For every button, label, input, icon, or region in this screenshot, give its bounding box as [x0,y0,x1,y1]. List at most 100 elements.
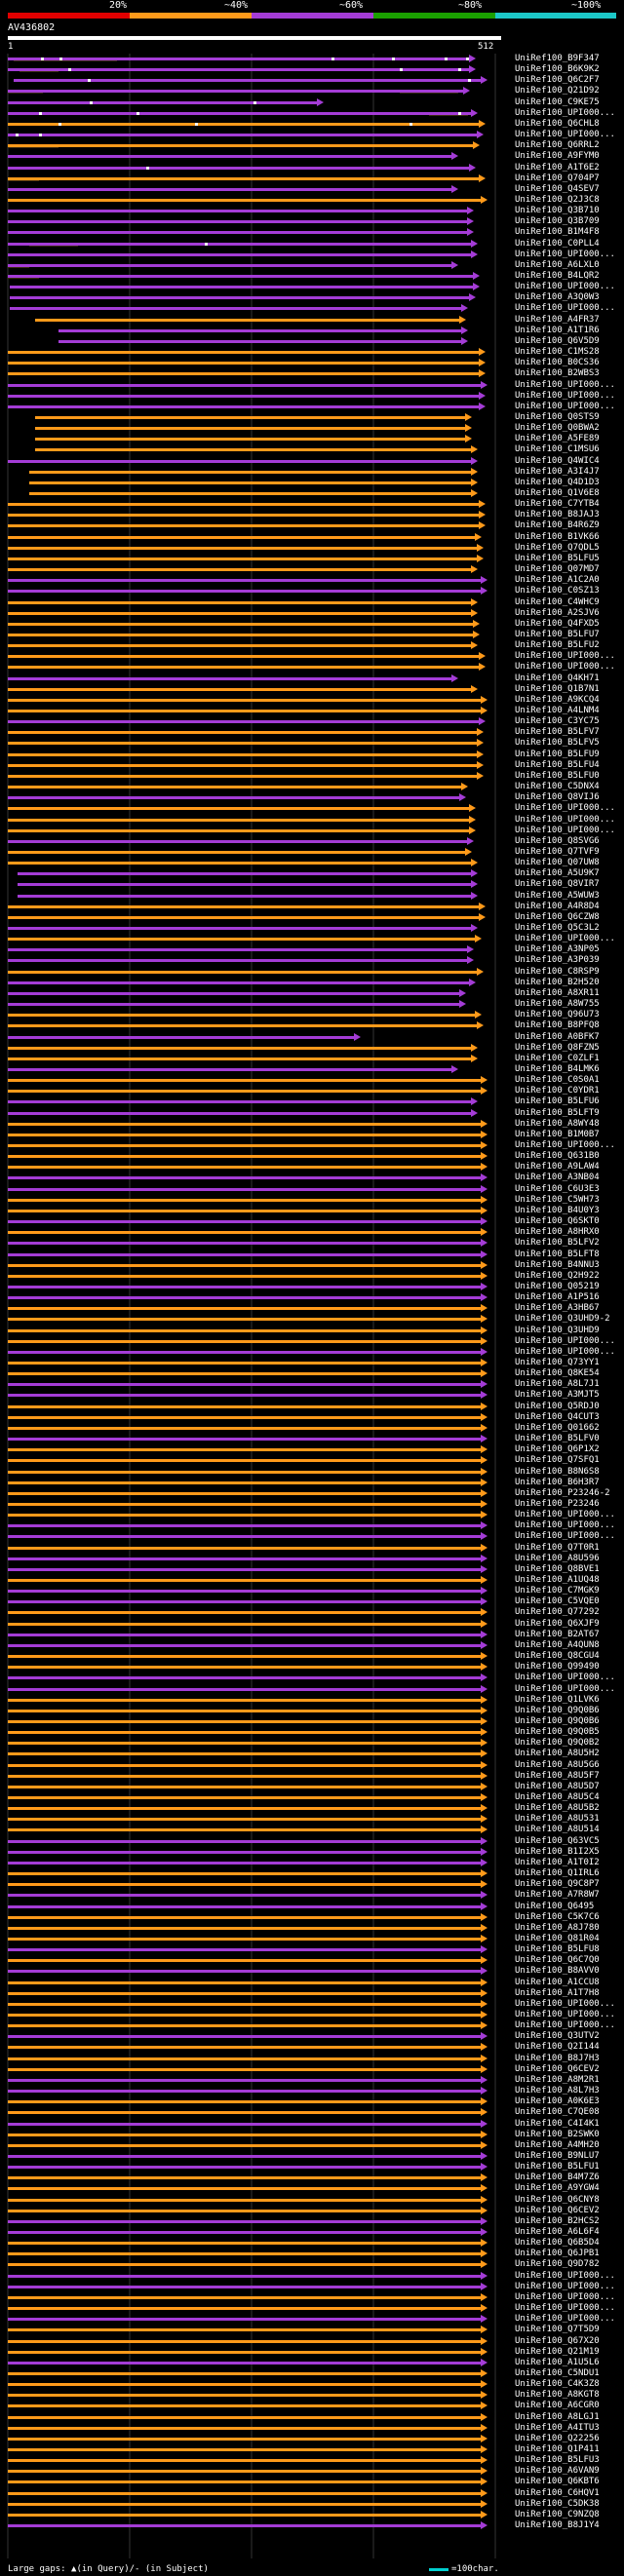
hit-bar[interactable] [8,944,474,955]
hit-bar[interactable] [8,640,478,651]
hit-bar[interactable] [8,173,486,184]
hit-row[interactable]: UniRef100_Q8KE54 [0,1368,624,1379]
hit-row[interactable]: UniRef100_Q8VIR7 [0,879,624,890]
hit-row[interactable]: UniRef100_C7YTB4 [0,499,624,510]
hit-bar[interactable] [8,586,488,596]
hit-row[interactable]: UniRef100_B5LFU6 [0,1096,624,1107]
hit-row[interactable]: UniRef100_Q3B709 [0,216,624,227]
hit-label-link[interactable]: UniRef100_UPI000... [515,1672,615,1683]
hit-label-link[interactable]: UniRef100_UPI000... [515,303,615,314]
hit-row[interactable]: UniRef100_UPI000... [0,1672,624,1683]
hit-row[interactable]: UniRef100_Q67X20 [0,2336,624,2347]
hit-bar[interactable] [8,1792,488,1803]
hit-label-link[interactable]: UniRef100_A8J780 [515,1922,600,1933]
hit-bar[interactable] [8,1858,488,1868]
hit-label-link[interactable]: UniRef100_UPI000... [515,1335,615,1346]
hit-row[interactable]: UniRef100_Q4FXD5 [0,619,624,630]
hit-label-link[interactable]: UniRef100_C4WHC9 [515,596,600,607]
hit-label-link[interactable]: UniRef100_A6LXL0 [515,259,600,270]
hit-label-link[interactable]: UniRef100_UPI000... [515,814,615,825]
hit-row[interactable]: UniRef100_Q6C2F7 [0,75,624,86]
hit-row[interactable]: UniRef100_A9YGW4 [0,2183,624,2194]
hit-row[interactable]: UniRef100_Q3UHD9-2 [0,1314,624,1325]
hit-label-link[interactable]: UniRef100_Q6CNY8 [515,2194,600,2205]
hit-bar[interactable] [8,2107,488,2118]
hit-bar[interactable] [8,1086,488,1096]
hit-label-link[interactable]: UniRef100_Q9Q0B2 [515,1738,600,1749]
hit-bar[interactable] [10,303,468,314]
hit-label-link[interactable]: UniRef100_C1MSU6 [515,444,600,455]
hit-bar[interactable] [8,2064,488,2075]
hit-bar[interactable] [8,1010,482,1020]
hit-row[interactable]: UniRef100_A3NP05 [0,944,624,955]
hit-bar[interactable] [8,2466,488,2477]
hit-bar[interactable] [8,2162,488,2172]
hit-label-link[interactable]: UniRef100_Q4CUT3 [515,1411,600,1422]
hit-label-link[interactable]: UniRef100_UPI000... [515,651,615,662]
hit-bar[interactable] [8,184,458,195]
hit-row[interactable]: UniRef100_B8J7H3 [0,2054,624,2064]
hit-bar[interactable] [8,2140,488,2151]
hit-row[interactable]: UniRef100_Q6B5D4 [0,2238,624,2249]
hit-label-link[interactable]: UniRef100_B4LQR2 [515,271,600,281]
hit-row[interactable]: UniRef100_C0SZ13 [0,586,624,596]
hit-label-link[interactable]: UniRef100_UPI000... [515,379,615,390]
hit-label-link[interactable]: UniRef100_A8U531 [515,1814,600,1825]
hit-bar[interactable] [8,1727,488,1738]
hit-label-link[interactable]: UniRef100_UPI000... [515,282,615,292]
hit-bar[interactable] [8,1868,488,1879]
hit-label-link[interactable]: UniRef100_B2HCS2 [515,2215,600,2226]
hit-label-link[interactable]: UniRef100_Q631B0 [515,1151,600,1162]
hit-bar[interactable] [8,1444,488,1455]
hit-bar[interactable] [8,858,478,868]
hit-row[interactable]: UniRef100_B5LFV7 [0,727,624,738]
hit-bar[interactable] [8,2412,488,2423]
hit-bar[interactable] [8,2238,488,2249]
hit-bar[interactable] [8,1140,488,1151]
hit-label-link[interactable]: UniRef100_B5LFU3 [515,2455,600,2466]
hit-label-link[interactable]: UniRef100_B6H3R7 [515,1477,600,1487]
hit-label-link[interactable]: UniRef100_Q7T0R1 [515,1542,600,1553]
hit-bar[interactable] [8,706,488,716]
hit-row[interactable]: UniRef100_A3P039 [0,955,624,966]
hit-row[interactable]: UniRef100_B8N6S8 [0,1467,624,1478]
hit-bar[interactable] [8,1271,488,1282]
hit-label-link[interactable]: UniRef100_Q3UHD9 [515,1325,600,1335]
hit-bar[interactable] [8,2054,488,2064]
hit-row[interactable]: UniRef100_A8U531 [0,1814,624,1825]
hit-bar[interactable] [8,2401,488,2411]
hit-label-link[interactable]: UniRef100_C0YDR1 [515,1086,600,1096]
hit-row[interactable]: UniRef100_B8JAJ3 [0,510,624,520]
hit-row[interactable]: UniRef100_UPI000... [0,108,624,119]
hit-label-link[interactable]: UniRef100_B8PFQ8 [515,1020,600,1031]
hit-bar[interactable] [8,2423,488,2434]
hit-label-link[interactable]: UniRef100_C9NZQ8 [515,2509,600,2519]
hit-bar[interactable] [8,597,478,608]
hit-row[interactable]: UniRef100_A2SJV6 [0,608,624,619]
hit-label-link[interactable]: UniRef100_Q0BWA2 [515,423,600,434]
hit-row[interactable]: UniRef100_Q9Q0B2 [0,1738,624,1749]
hit-row[interactable]: UniRef100_B8PFQ8 [0,1020,624,1031]
hit-row[interactable]: UniRef100_A8HRX0 [0,1227,624,1238]
hit-label-link[interactable]: UniRef100_A3MJT5 [515,1390,600,1401]
hit-row[interactable]: UniRef100_C3YC75 [0,716,624,727]
hit-bar[interactable] [8,1564,488,1575]
hit-bar[interactable] [8,673,458,684]
hit-label-link[interactable]: UniRef100_Q63VC5 [515,1835,600,1846]
hit-label-link[interactable]: UniRef100_C7YTB4 [515,499,600,510]
hit-label-link[interactable]: UniRef100_B4R6Z9 [515,520,600,531]
hit-label-link[interactable]: UniRef100_C5VQE0 [515,1596,600,1607]
hit-row[interactable]: UniRef100_B4NNU3 [0,1260,624,1271]
hit-row[interactable]: UniRef100_Q6C7Q0 [0,1955,624,1966]
hit-label-link[interactable]: UniRef100_UPI000... [515,1510,615,1520]
hit-bar[interactable] [8,1184,488,1195]
hit-label-link[interactable]: UniRef100_A5U9K7 [515,868,600,879]
hit-row[interactable]: UniRef100_A4R8D4 [0,902,624,912]
hit-bar[interactable] [8,967,484,978]
hit-label-link[interactable]: UniRef100_A8LGJ1 [515,2411,600,2422]
hit-row[interactable]: UniRef100_Q6RRL2 [0,140,624,151]
hit-bar[interactable] [8,2195,488,2206]
hit-row[interactable]: UniRef100_Q3UTV2 [0,2031,624,2042]
hit-row[interactable]: UniRef100_Q1IRL6 [0,1868,624,1879]
hit-bar[interactable] [8,1260,488,1271]
